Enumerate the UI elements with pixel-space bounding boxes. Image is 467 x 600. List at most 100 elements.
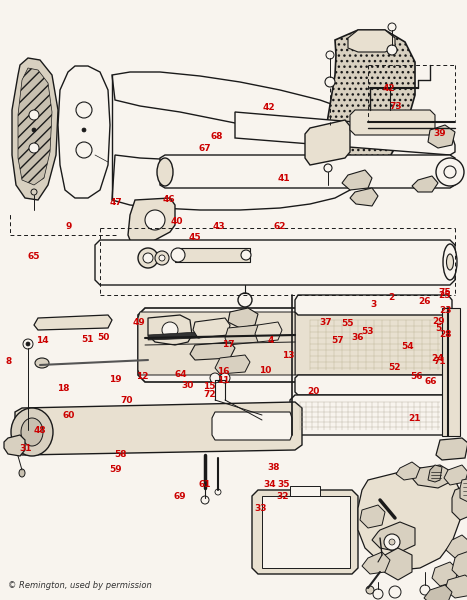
- Text: 17: 17: [221, 340, 234, 349]
- Ellipse shape: [21, 418, 43, 446]
- Circle shape: [76, 142, 92, 158]
- Text: 71: 71: [433, 356, 446, 365]
- Text: 9: 9: [66, 222, 72, 231]
- Polygon shape: [358, 468, 462, 570]
- Bar: [442, 308, 460, 436]
- Text: 38: 38: [267, 463, 279, 473]
- Ellipse shape: [446, 254, 453, 270]
- Polygon shape: [212, 412, 292, 440]
- Text: 42: 42: [262, 103, 275, 113]
- Circle shape: [389, 586, 401, 598]
- Text: 13: 13: [283, 350, 295, 359]
- Circle shape: [159, 255, 165, 261]
- Text: 51: 51: [82, 335, 94, 344]
- Circle shape: [389, 539, 395, 545]
- Circle shape: [29, 110, 39, 120]
- Text: 18: 18: [57, 385, 69, 394]
- Polygon shape: [4, 435, 25, 456]
- Polygon shape: [15, 402, 302, 455]
- Polygon shape: [412, 176, 438, 192]
- Text: 28: 28: [440, 330, 452, 340]
- Circle shape: [143, 253, 153, 263]
- Text: 35: 35: [278, 480, 290, 490]
- Circle shape: [420, 585, 430, 595]
- Text: 10: 10: [259, 366, 271, 376]
- Text: 31: 31: [20, 444, 32, 454]
- Circle shape: [215, 489, 221, 495]
- Polygon shape: [252, 490, 358, 574]
- Polygon shape: [295, 375, 452, 395]
- Text: © Remington, used by permission: © Remington, used by permission: [8, 581, 152, 590]
- Bar: [290, 486, 320, 496]
- Polygon shape: [424, 585, 452, 600]
- Circle shape: [387, 45, 397, 55]
- Text: 39: 39: [433, 128, 446, 137]
- Text: 33: 33: [255, 504, 267, 514]
- Circle shape: [26, 342, 30, 346]
- Circle shape: [201, 496, 209, 504]
- Ellipse shape: [145, 210, 165, 230]
- Polygon shape: [432, 562, 458, 586]
- Text: 43: 43: [212, 222, 225, 231]
- Text: 12: 12: [136, 372, 149, 382]
- Polygon shape: [452, 550, 467, 580]
- Text: 52: 52: [389, 362, 401, 371]
- Text: 8: 8: [5, 356, 12, 365]
- Circle shape: [220, 373, 230, 383]
- Polygon shape: [148, 315, 192, 345]
- Polygon shape: [112, 72, 370, 140]
- Text: 25: 25: [439, 290, 451, 299]
- Polygon shape: [428, 125, 455, 148]
- Polygon shape: [138, 308, 452, 382]
- Polygon shape: [325, 30, 415, 185]
- Text: 53: 53: [362, 326, 374, 336]
- Text: 14: 14: [35, 336, 49, 345]
- Circle shape: [23, 339, 33, 349]
- Text: 16: 16: [217, 367, 229, 377]
- Circle shape: [366, 586, 374, 594]
- Text: 75: 75: [438, 289, 451, 297]
- Bar: [175, 248, 250, 262]
- Polygon shape: [428, 465, 442, 482]
- Text: 40: 40: [170, 217, 183, 226]
- Ellipse shape: [171, 248, 185, 262]
- Polygon shape: [18, 68, 52, 185]
- Polygon shape: [460, 478, 467, 502]
- Polygon shape: [350, 188, 378, 206]
- Circle shape: [325, 77, 335, 87]
- Text: 30: 30: [182, 380, 194, 390]
- Polygon shape: [412, 465, 452, 488]
- Text: 24: 24: [432, 354, 445, 363]
- Text: 55: 55: [342, 319, 354, 329]
- Polygon shape: [228, 308, 258, 328]
- Polygon shape: [193, 318, 230, 338]
- Polygon shape: [138, 312, 295, 375]
- Ellipse shape: [19, 469, 25, 477]
- Text: 65: 65: [28, 252, 40, 262]
- Text: 32: 32: [276, 492, 289, 501]
- Polygon shape: [215, 355, 250, 374]
- Text: 50: 50: [98, 332, 110, 342]
- Polygon shape: [12, 58, 58, 200]
- Bar: [262, 496, 350, 568]
- Circle shape: [31, 189, 37, 195]
- Circle shape: [384, 534, 400, 550]
- Circle shape: [138, 248, 158, 268]
- Text: 45: 45: [189, 232, 202, 241]
- Text: 21: 21: [409, 414, 421, 423]
- Text: 42: 42: [382, 84, 395, 93]
- Text: 73: 73: [389, 102, 403, 112]
- Ellipse shape: [11, 408, 53, 456]
- Circle shape: [82, 128, 86, 132]
- Polygon shape: [95, 240, 455, 285]
- Text: 54: 54: [401, 342, 414, 351]
- Ellipse shape: [443, 244, 457, 280]
- Text: 48: 48: [33, 426, 46, 435]
- Polygon shape: [148, 332, 200, 340]
- Polygon shape: [380, 548, 412, 580]
- Circle shape: [326, 51, 334, 59]
- Polygon shape: [362, 552, 390, 574]
- Circle shape: [210, 373, 220, 383]
- Circle shape: [436, 158, 464, 186]
- Text: 57: 57: [331, 336, 344, 345]
